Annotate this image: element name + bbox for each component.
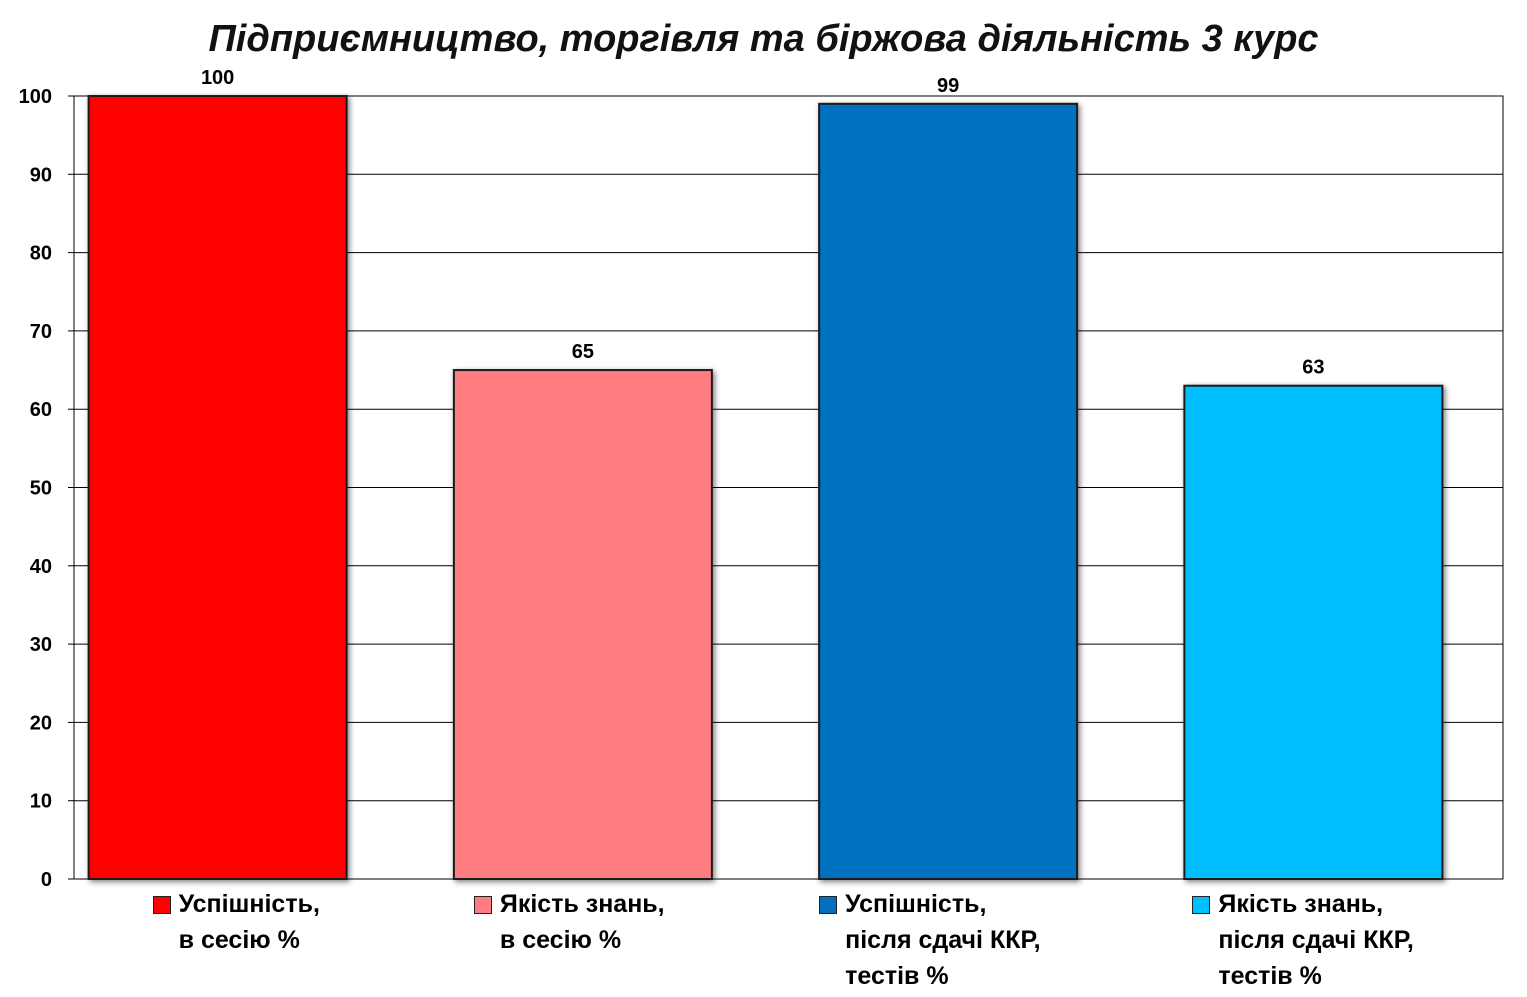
data-labels: 100 65 99 63 [201,67,1325,379]
legend-item: Якість знань, в сесію % [473,886,665,958]
legend-label: Успішність, в сесію % [178,890,320,954]
legend-label: Якість знань, після сдачі ККР, тестів % [1218,890,1414,990]
y-tick-label: 0 [41,869,52,891]
y-tick-label: 80 [30,243,52,265]
y-tick-label: 50 [30,478,52,500]
legend-item: Успішність, після сдачі ККР, тестів % [819,886,1041,994]
y-tick-label: 100 [19,86,52,108]
y-tick-label: 40 [30,556,52,578]
data-label: 100 [201,67,234,89]
y-tick-label: 30 [30,634,52,656]
y-tick-label: 70 [30,321,52,343]
data-label: 63 [1302,357,1324,379]
legend-swatch [473,896,492,914]
y-axis: 0 10 20 30 40 50 60 70 80 90 100 [19,86,74,891]
y-tick-label: 20 [30,712,52,734]
data-label: 99 [937,75,959,97]
legend-label: Якість знань, в сесію % [499,890,665,954]
y-tick-label: 10 [30,791,52,813]
legend-swatch [1192,896,1211,914]
bar [87,95,348,880]
y-tick-label: 60 [30,399,52,421]
legend-swatch [819,896,838,914]
bar [818,102,1079,880]
legend-swatch [152,896,171,914]
bar [1183,384,1444,880]
legend-item: Успішність, в сесію % [152,886,320,958]
data-label: 65 [572,341,594,363]
chart-title: Підприємництво, торгівля та біржова діял… [208,18,1319,60]
bar [452,369,713,880]
legend-item: Якість знань, після сдачі ККР, тестів % [1192,886,1414,994]
bars [87,95,1444,880]
y-tick-label: 90 [30,164,52,186]
legend-label: Успішність, після сдачі ККР, тестів % [845,890,1041,990]
